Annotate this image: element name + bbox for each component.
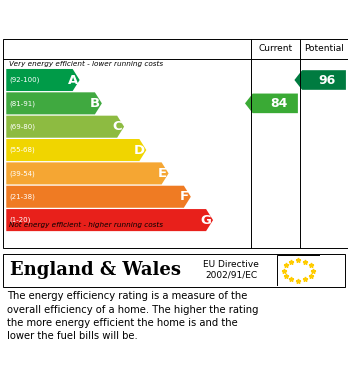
Text: Potential: Potential	[304, 45, 344, 54]
Text: (1-20): (1-20)	[9, 217, 30, 223]
Text: E: E	[158, 167, 167, 180]
Text: C: C	[113, 120, 122, 133]
Text: (92-100): (92-100)	[9, 77, 39, 83]
Text: F: F	[180, 190, 189, 203]
Text: 84: 84	[270, 97, 287, 110]
Polygon shape	[6, 116, 124, 138]
Text: B: B	[90, 97, 100, 110]
Text: Very energy efficient - lower running costs: Very energy efficient - lower running co…	[9, 61, 163, 66]
Polygon shape	[6, 209, 213, 231]
Text: (39-54): (39-54)	[9, 170, 35, 177]
Polygon shape	[6, 92, 102, 115]
Text: (55-68): (55-68)	[9, 147, 35, 153]
Text: Energy Efficiency Rating: Energy Efficiency Rating	[9, 10, 238, 28]
Polygon shape	[6, 186, 191, 208]
Text: 96: 96	[319, 74, 336, 86]
Text: A: A	[68, 74, 78, 86]
Text: Not energy efficient - higher running costs: Not energy efficient - higher running co…	[9, 222, 163, 228]
Text: (21-38): (21-38)	[9, 194, 35, 200]
Text: England & Wales: England & Wales	[10, 261, 181, 280]
Text: D: D	[134, 143, 145, 156]
Text: The energy efficiency rating is a measure of the
overall efficiency of a home. T: The energy efficiency rating is a measur…	[7, 291, 259, 341]
Text: (81-91): (81-91)	[9, 100, 35, 107]
Polygon shape	[245, 93, 298, 113]
Polygon shape	[6, 162, 168, 185]
Text: (69-80): (69-80)	[9, 124, 35, 130]
Polygon shape	[6, 139, 146, 161]
Polygon shape	[6, 69, 80, 91]
Text: EU Directive
2002/91/EC: EU Directive 2002/91/EC	[204, 260, 259, 279]
Text: G: G	[200, 213, 211, 227]
Text: Current: Current	[258, 45, 292, 54]
Polygon shape	[294, 70, 346, 90]
